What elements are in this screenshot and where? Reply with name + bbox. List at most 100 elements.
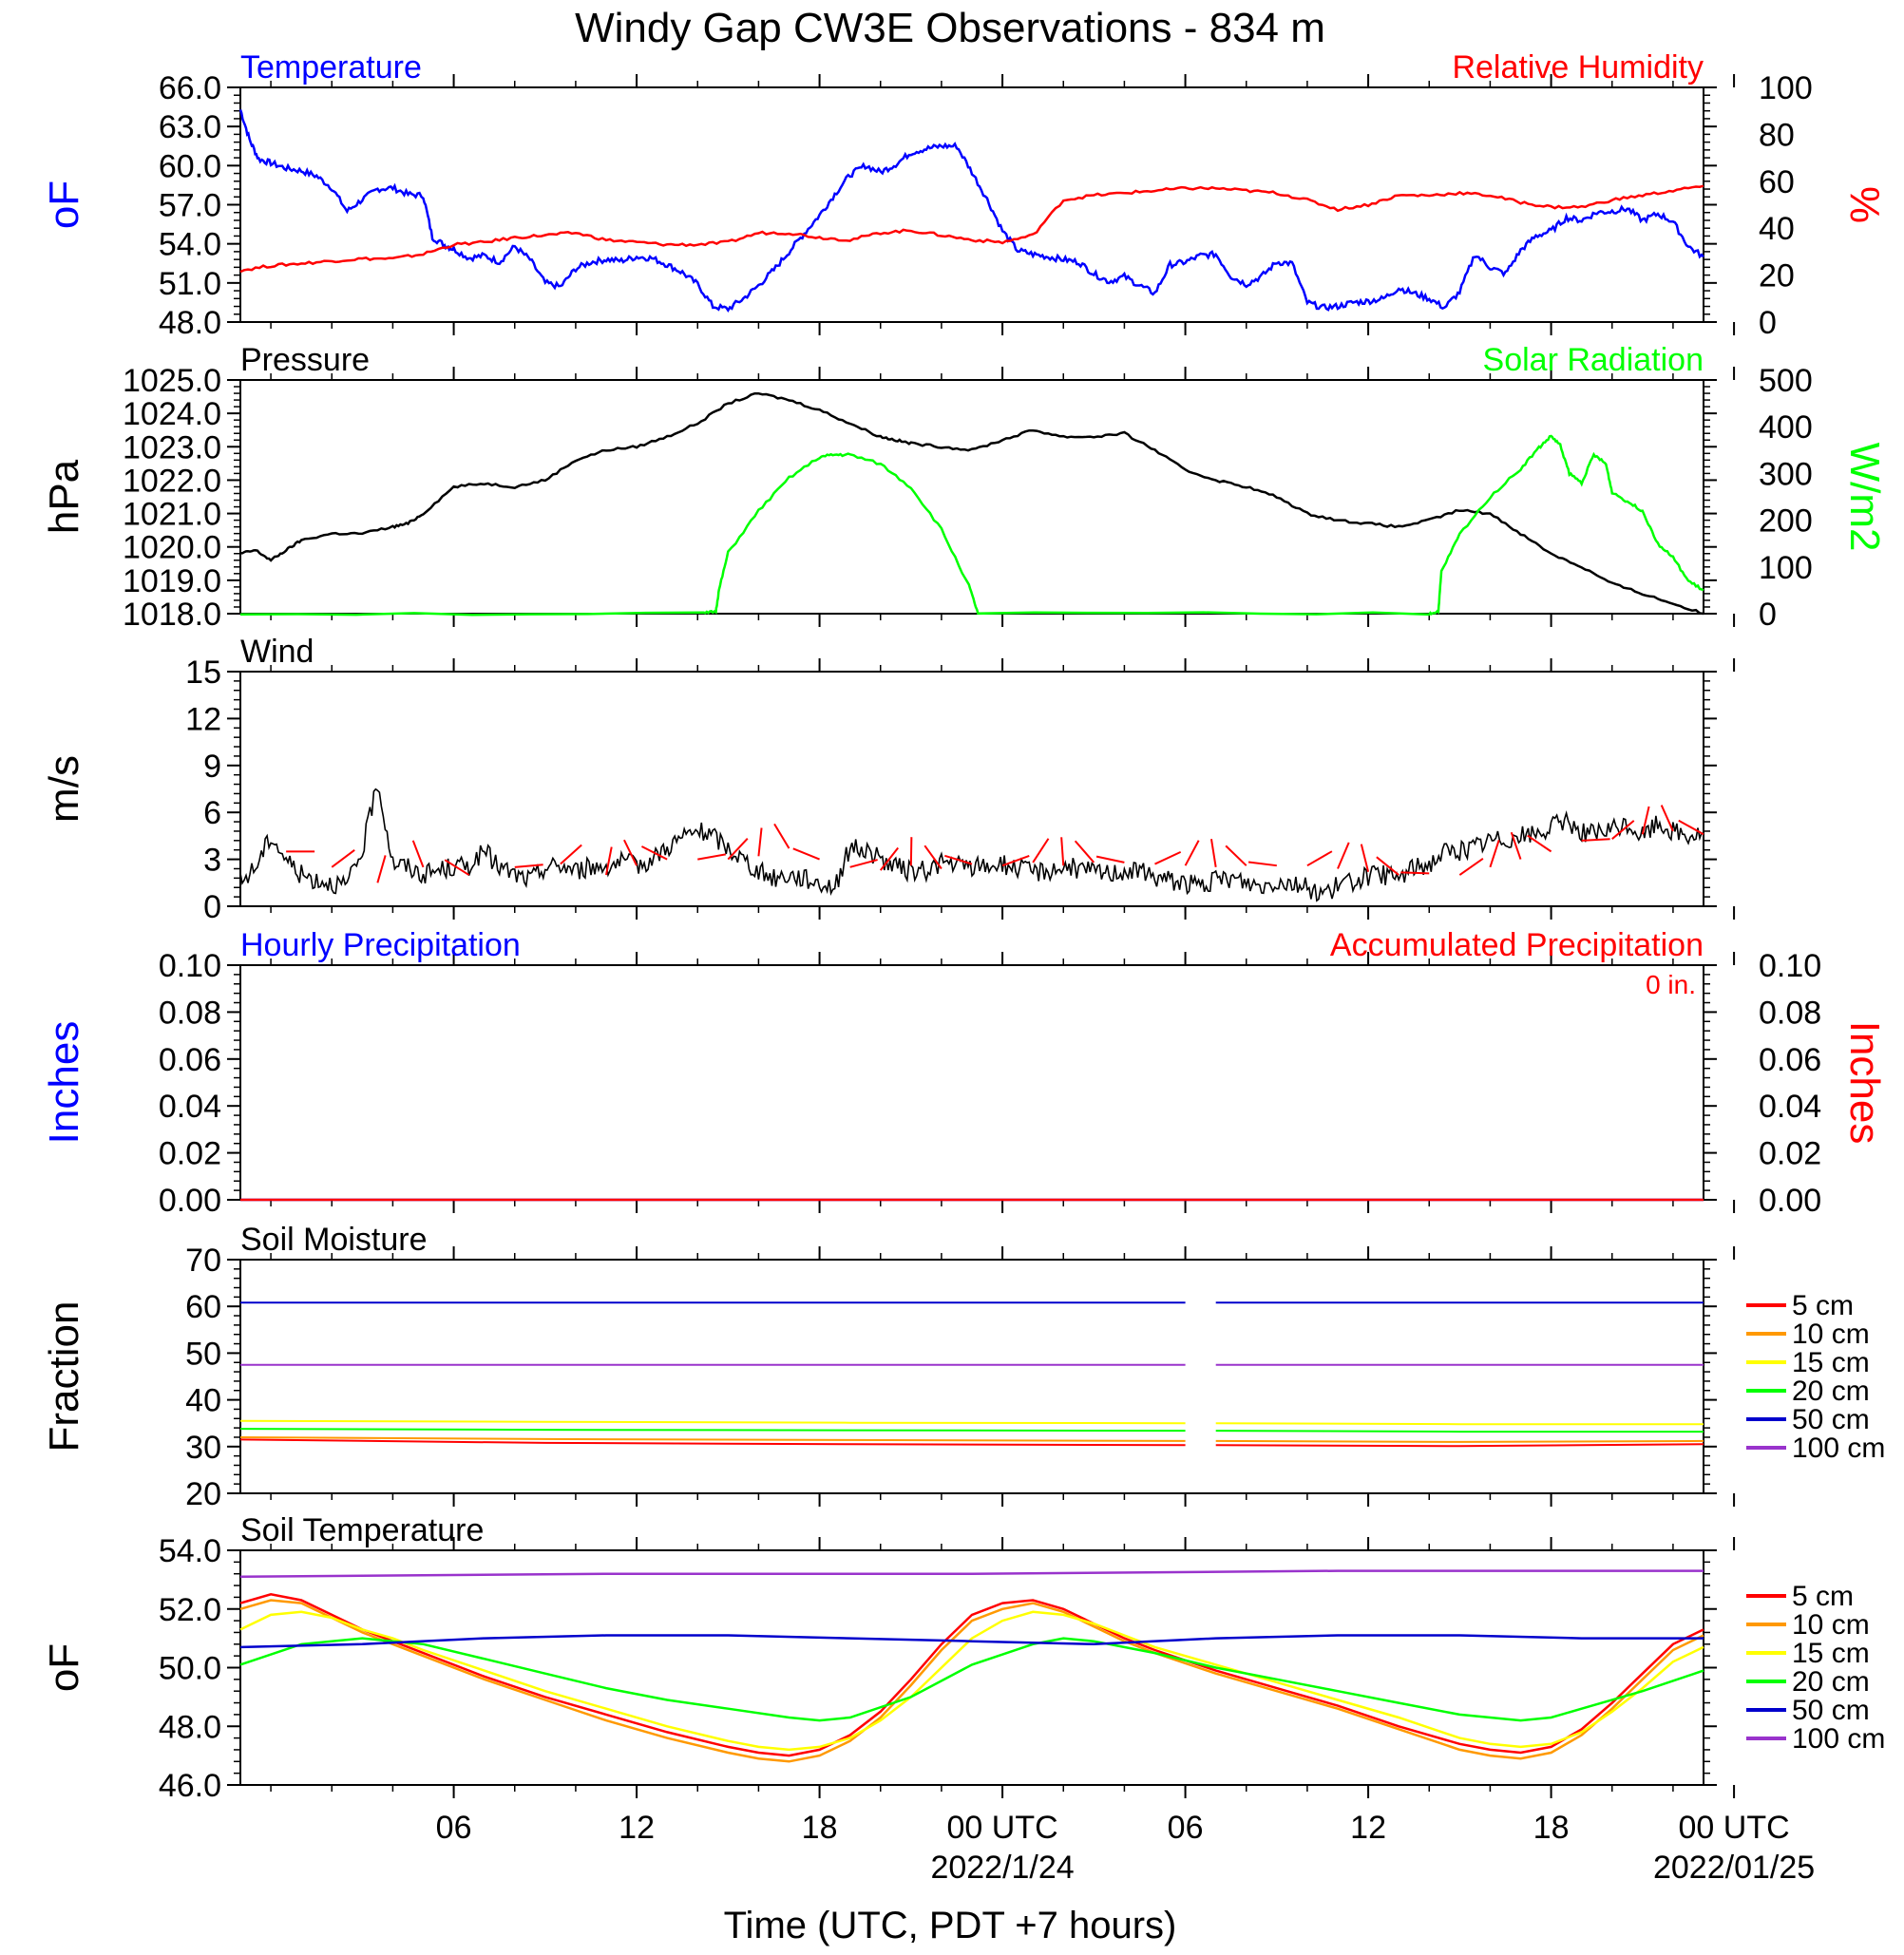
y-tick-label: 12: [185, 701, 221, 737]
panel-left-title: Wind: [240, 634, 314, 670]
wind-barb: [411, 840, 425, 868]
x-axis-title: Time (UTC, PDT +7 hours): [724, 1905, 1177, 1946]
x-tick-label: 00 UTC: [1679, 1810, 1790, 1846]
y-axis-title: hPa: [41, 459, 87, 534]
panel-left-title: Pressure: [240, 342, 370, 378]
y-tick-label: 1020.0: [123, 530, 221, 566]
y-tick-label: 1025.0: [123, 363, 221, 399]
time-axis: 06 12 18 00 UTC 06 12 18 00 UTC 2022/1/24 2022/01…: [436, 1810, 1816, 1886]
x-tick-label: 12: [1350, 1810, 1386, 1846]
panel-2: 1025.01024.01023.01022.01021.01020.01019…: [41, 342, 1888, 633]
y-tick-label: 63.0: [159, 109, 221, 145]
y2-tick-label: 500: [1759, 363, 1813, 399]
series-line: [1215, 1439, 1704, 1443]
wind-barb: [376, 855, 387, 883]
y-tick-label: 46.0: [159, 1768, 221, 1804]
wind-barb: [1678, 819, 1704, 836]
panel-annotation: 0 in.: [1646, 970, 1696, 999]
y-tick-label: 1023.0: [123, 429, 221, 465]
y2-tick-label: 0.02: [1759, 1136, 1821, 1172]
wind-barb: [1095, 855, 1125, 864]
wind-barb: [773, 823, 790, 849]
panel-left-title: Temperature: [240, 49, 422, 85]
panel-left-title: Soil Moisture: [240, 1222, 428, 1258]
wind-barb: [1001, 854, 1030, 867]
y-tick-label: 15: [185, 655, 221, 691]
wind-barb: [1400, 871, 1430, 875]
legend-label: 50 cm: [1792, 1695, 1870, 1726]
panel-6: 54.0 52.0 50.0 48.0 46.0 Soil Temperature oF 5 …: [41, 1512, 1885, 1804]
y-tick-label: 60.0: [159, 148, 221, 184]
y-axis-title: Fraction: [41, 1301, 87, 1452]
series-line: [1215, 1422, 1704, 1426]
y2-tick-label: 0.10: [1759, 948, 1821, 984]
series-line: [239, 1637, 1704, 1722]
wind-barb: [697, 853, 726, 861]
y2-tick-label: 40: [1759, 211, 1795, 247]
y-tick-label: 1018.0: [123, 597, 221, 633]
y-tick-label: 6: [203, 795, 221, 831]
wind-barb: [1032, 838, 1050, 864]
series-line: [239, 788, 1704, 902]
y-tick-label: 50: [185, 1336, 221, 1372]
series-line: [239, 184, 1704, 274]
panel-left-title: Hourly Precipitation: [240, 927, 521, 963]
y-tick-label: 0.04: [159, 1089, 221, 1125]
legend-label: 50 cm: [1792, 1404, 1870, 1435]
y2-tick-label: 200: [1759, 503, 1813, 540]
wind-barb: [514, 864, 543, 868]
wind-barb: [1581, 838, 1610, 842]
series-line: [239, 1419, 1186, 1425]
y-tick-label: 0.00: [159, 1183, 221, 1219]
y2-tick-label: 400: [1759, 409, 1813, 446]
wind-barb: [923, 845, 942, 870]
wind-barb: [640, 845, 668, 861]
series-line: [239, 1569, 1704, 1579]
wind-barb: [792, 847, 820, 861]
wind-barb: [1209, 839, 1217, 867]
series-line: [239, 1428, 1186, 1433]
series-line: [239, 1438, 1186, 1447]
plot-frame: [239, 671, 1704, 907]
y-tick-label: 1019.0: [123, 563, 221, 599]
legend-label: 100 cm: [1792, 1723, 1885, 1755]
wind-barb: [727, 837, 749, 861]
x-tick-label: 18: [1533, 1810, 1570, 1846]
y-tick-label: 0: [203, 889, 221, 925]
plot-frame: [239, 379, 1704, 615]
series-line: [239, 1593, 1704, 1757]
y-tick-label: 48.0: [159, 305, 221, 341]
y2-tick-label: 0.00: [1759, 1183, 1821, 1219]
y-axis-title: m/s: [41, 755, 87, 823]
wind-barb: [1360, 844, 1370, 873]
y-tick-label: 52.0: [159, 1592, 221, 1628]
wind-barb: [1489, 839, 1500, 868]
x-date-label: 2022/01/25: [1653, 1850, 1815, 1886]
x-tick-label: 06: [436, 1810, 472, 1846]
wind-barb: [1376, 856, 1399, 876]
y2-tick-label: 0: [1759, 597, 1777, 633]
series-line: [239, 1436, 1186, 1442]
y-tick-label: 66.0: [159, 70, 221, 106]
y2-tick-label: 100: [1759, 550, 1813, 586]
wind-barb: [1337, 842, 1350, 869]
y2-tick-label: 0.06: [1759, 1042, 1821, 1078]
y-tick-label: 20: [185, 1476, 221, 1512]
wind-barb: [1074, 840, 1095, 864]
chart-title: Windy Gap CW3E Observations - 834 m: [575, 5, 1325, 51]
x-tick-label: 06: [1168, 1810, 1204, 1846]
wind-barb: [560, 844, 582, 865]
wind-barb: [849, 859, 878, 868]
y-tick-label: 48.0: [159, 1709, 221, 1745]
legend-label: 10 cm: [1792, 1319, 1870, 1350]
panel-right-title: Solar Radiation: [1483, 342, 1704, 378]
y2-axis-title: W/m2: [1841, 443, 1888, 552]
wind-barb: [444, 859, 470, 876]
y-tick-label: 30: [185, 1430, 221, 1466]
y-tick-label: 54.0: [159, 227, 221, 263]
panel-right-title: Accumulated Precipitation: [1330, 927, 1704, 963]
y-axis-title: Inches: [41, 1021, 87, 1145]
y2-tick-label: 60: [1759, 164, 1795, 200]
legend-label: 100 cm: [1792, 1433, 1885, 1464]
